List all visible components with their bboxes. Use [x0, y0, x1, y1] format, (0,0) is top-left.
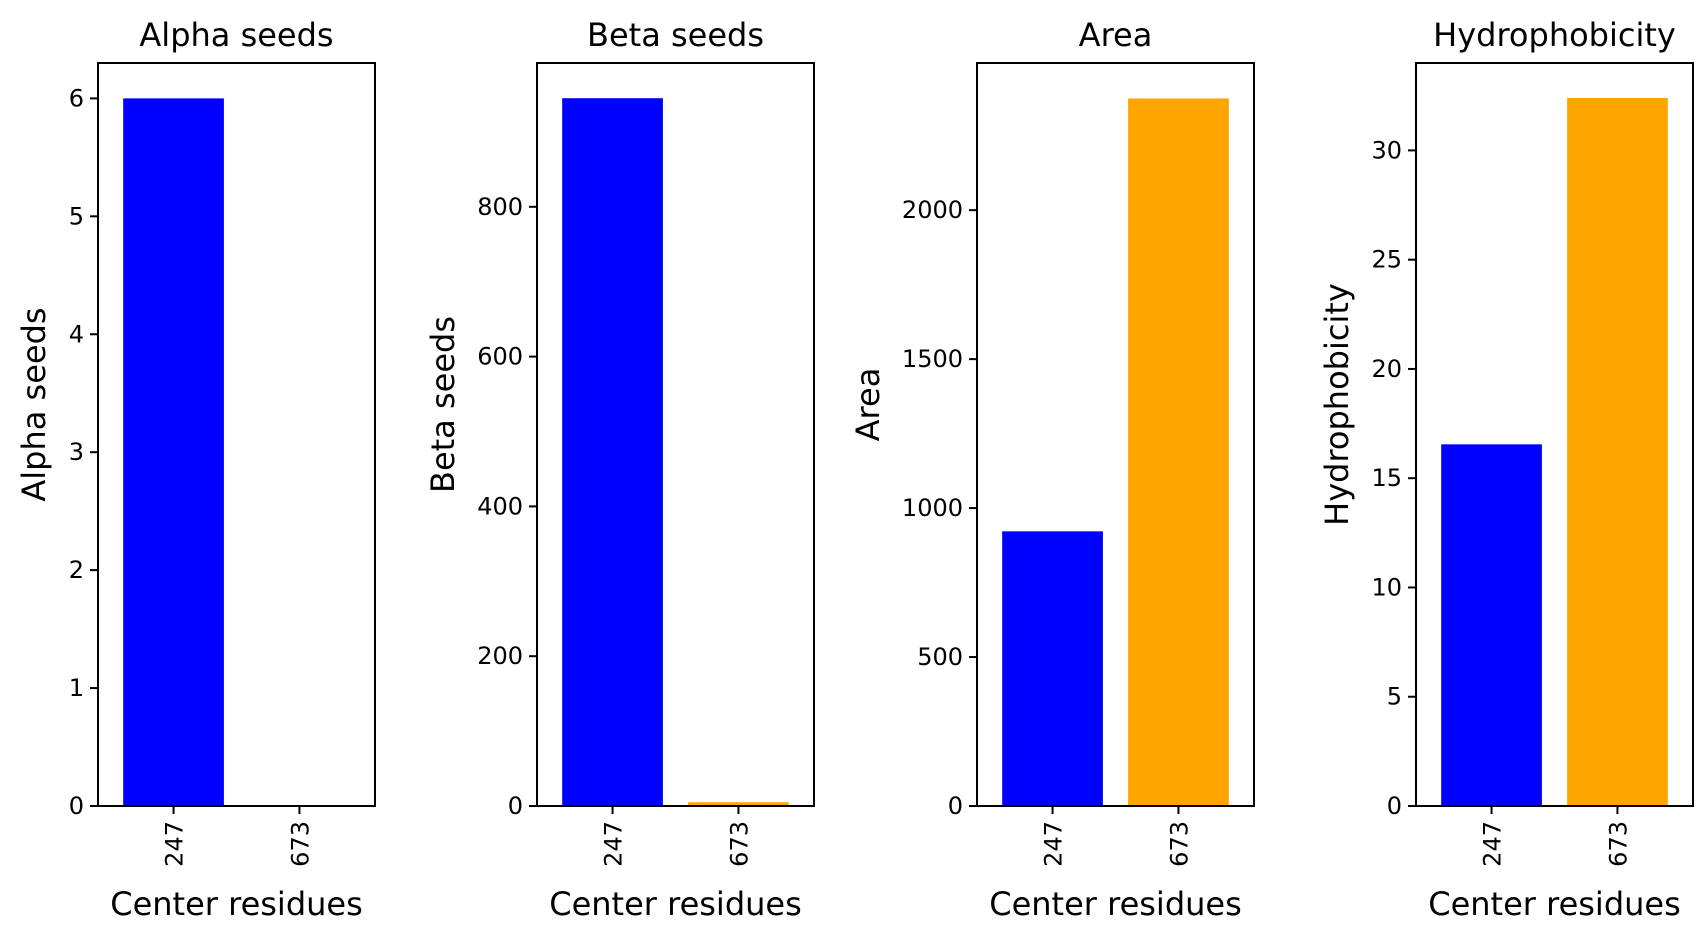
y-tick-label: 3 — [69, 438, 84, 466]
y-tick-label: 400 — [477, 492, 523, 520]
y-tick-label: 0 — [69, 792, 84, 820]
bar — [1128, 98, 1229, 806]
x-axis-label: Center residues — [1428, 885, 1681, 923]
chart-panel: 247 673 0 1 2 3 4 5 6 Alpha seeds Center residues A… — [15, 16, 376, 923]
x-axis-label: Center residues — [989, 885, 1242, 923]
chart-title: Area — [1079, 16, 1153, 54]
y-tick-label: 2000 — [902, 196, 963, 224]
y-axis-label: Alpha seeds — [15, 307, 53, 501]
y-tick-label: 200 — [477, 642, 523, 670]
chart-title: Hydrophobicity — [1433, 16, 1676, 54]
bar — [562, 98, 663, 806]
y-tick-label: 500 — [917, 643, 963, 671]
x-tick-label: 673 — [286, 821, 314, 867]
x-tick-label: 673 — [1604, 821, 1632, 867]
y-tick-label: 600 — [477, 343, 523, 371]
y-tick-label: 25 — [1371, 246, 1402, 274]
y-tick-label: 1000 — [902, 494, 963, 522]
charts-container: 247 673 0 1 2 3 4 5 6 Alpha seeds Center residues A… — [15, 16, 1694, 923]
y-tick-label: 1500 — [902, 345, 963, 373]
y-tick-label: 6 — [69, 84, 84, 112]
bar — [123, 98, 224, 806]
plot-frame — [1415, 62, 1694, 807]
bar — [1441, 444, 1542, 806]
y-tick-label: 20 — [1371, 355, 1402, 383]
chart-panel: 247 673 0 500 1000 1500 2000 Area Center residue… — [849, 16, 1255, 923]
y-axis-label: Beta seeds — [424, 316, 462, 493]
chart-title: Beta seeds — [587, 16, 764, 54]
x-tick-label: 247 — [1479, 821, 1507, 867]
y-tick-label: 0 — [508, 792, 523, 820]
x-tick-label: 247 — [600, 821, 628, 867]
x-tick-label: 673 — [1165, 821, 1193, 867]
y-tick-label: 15 — [1371, 464, 1402, 492]
y-tick-label: 1 — [69, 674, 84, 702]
bar — [1002, 531, 1103, 806]
x-tick-label: 247 — [161, 821, 189, 867]
y-tick-label: 2 — [69, 556, 84, 584]
chart-panel: 247 673 0 200 400 600 800 Beta seeds Center resi… — [424, 16, 815, 923]
y-tick-label: 5 — [1387, 683, 1402, 711]
chart-title: Alpha seeds — [139, 16, 333, 54]
y-axis-label: Area — [849, 368, 887, 442]
y-tick-label: 10 — [1371, 573, 1402, 601]
chart-panel: 247 673 0 5 10 15 20 25 30 Hydrophobicity Center r… — [1318, 16, 1694, 923]
plot-frame — [97, 62, 376, 807]
plot-frame — [976, 62, 1255, 807]
y-tick-label: 30 — [1371, 136, 1402, 164]
x-tick-label: 673 — [725, 821, 753, 867]
x-tick-label: 247 — [1040, 821, 1068, 867]
x-axis-label: Center residues — [549, 885, 802, 923]
x-axis-label: Center residues — [110, 885, 363, 923]
y-tick-label: 4 — [69, 320, 84, 348]
y-tick-label: 0 — [948, 792, 963, 820]
plot-frame — [536, 62, 815, 807]
y-axis-label: Hydrophobicity — [1318, 283, 1356, 526]
bar — [1567, 97, 1668, 806]
y-tick-label: 5 — [69, 202, 84, 230]
bar — [688, 802, 789, 806]
y-tick-label: 800 — [477, 193, 523, 221]
y-tick-label: 0 — [1387, 792, 1402, 820]
